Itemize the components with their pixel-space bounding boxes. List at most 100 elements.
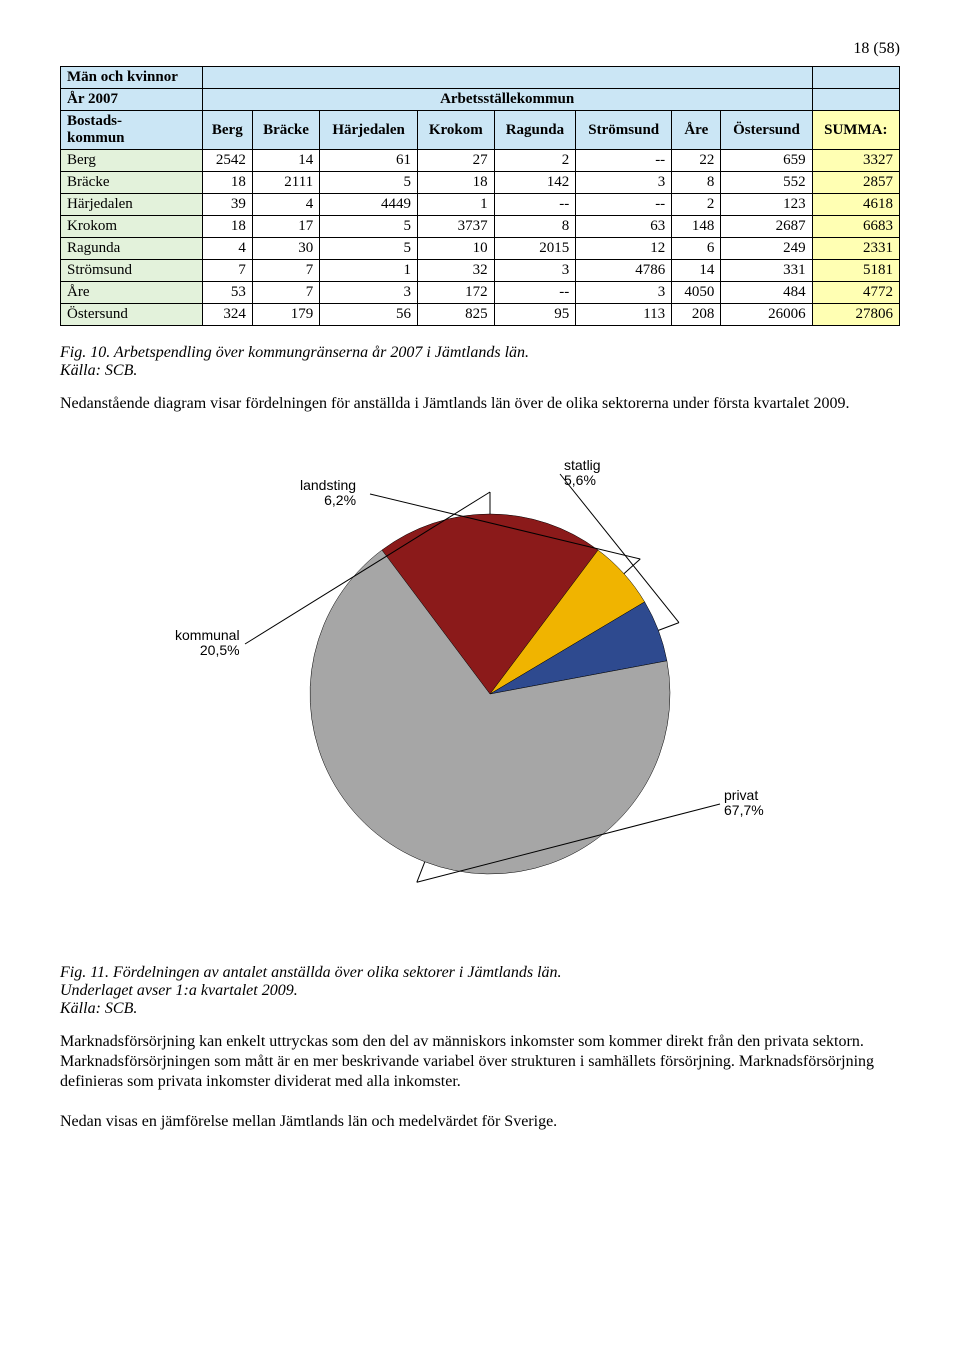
col-summa: SUMMA: <box>812 111 899 150</box>
cell: 22 <box>672 150 721 172</box>
cell: 4 <box>202 238 252 260</box>
cell: 123 <box>721 194 812 216</box>
cell: 1 <box>320 260 418 282</box>
cell: 26006 <box>721 304 812 326</box>
pie-label-landsting: landsting 6,2% <box>300 478 356 509</box>
cell: 18 <box>202 172 252 194</box>
cell: 2 <box>672 194 721 216</box>
cell: 95 <box>494 304 576 326</box>
cell: -- <box>576 150 672 172</box>
cell: -- <box>494 282 576 304</box>
pie-svg <box>160 434 800 934</box>
table-row: Åre5373172--340504844772 <box>61 282 900 304</box>
cell: 4618 <box>812 194 899 216</box>
cell: 39 <box>202 194 252 216</box>
table-row: Berg25421461272--226593327 <box>61 150 900 172</box>
cell: 4050 <box>672 282 721 304</box>
cell: 324 <box>202 304 252 326</box>
cell: 7 <box>252 282 319 304</box>
paragraph-2: Nedan visas en jämförelse mellan Jämtlan… <box>60 1112 900 1132</box>
cell: 2857 <box>812 172 899 194</box>
pie-label-kommunal: kommunal 20,5% <box>175 628 240 659</box>
col-krokom: Krokom <box>418 111 495 150</box>
cell: 32 <box>418 260 495 282</box>
cell: 179 <box>252 304 319 326</box>
cell: 172 <box>418 282 495 304</box>
row-label: Härjedalen <box>61 194 203 216</box>
cell: 5 <box>320 172 418 194</box>
row-label: Strömsund <box>61 260 203 282</box>
cell: 18 <box>418 172 495 194</box>
cell: -- <box>576 194 672 216</box>
cell: 4772 <box>812 282 899 304</box>
cell: 249 <box>721 238 812 260</box>
cell: 4449 <box>320 194 418 216</box>
cell: 7 <box>202 260 252 282</box>
cell: 1 <box>418 194 495 216</box>
cell: 3 <box>494 260 576 282</box>
cell: 8 <box>672 172 721 194</box>
row-label: Ragunda <box>61 238 203 260</box>
col-bostadskommun: Bostads- kommun <box>61 111 203 150</box>
table-row: Krokom18175373786314826876683 <box>61 216 900 238</box>
cell: 2331 <box>812 238 899 260</box>
data-table: Män och kvinnor År 2007 Arbetsställekomm… <box>60 66 900 326</box>
fig11-caption: Fig. 11. Fördelningen av antalet anställ… <box>60 964 900 1018</box>
cell: 63 <box>576 216 672 238</box>
table-blank-hdr <box>202 67 812 89</box>
cell: 2111 <box>252 172 319 194</box>
cell: -- <box>494 194 576 216</box>
table-blank-hdr2 <box>812 67 899 89</box>
cell: 5 <box>320 238 418 260</box>
cell: 18 <box>202 216 252 238</box>
cell: 2542 <box>202 150 252 172</box>
table-row: Strömsund7713234786143315181 <box>61 260 900 282</box>
table-header-row: Bostads- kommun Berg Bräcke Härjedalen K… <box>61 111 900 150</box>
cell: 331 <box>721 260 812 282</box>
cell: 7 <box>252 260 319 282</box>
table-blank-hdr3 <box>812 89 899 111</box>
cell: 208 <box>672 304 721 326</box>
cell: 2687 <box>721 216 812 238</box>
table-col-group: Arbetsställekommun <box>202 89 812 111</box>
col-berg: Berg <box>202 111 252 150</box>
cell: 61 <box>320 150 418 172</box>
cell: 30 <box>252 238 319 260</box>
row-label: Berg <box>61 150 203 172</box>
cell: 53 <box>202 282 252 304</box>
cell: 14 <box>252 150 319 172</box>
cell: 14 <box>672 260 721 282</box>
cell: 2015 <box>494 238 576 260</box>
cell: 6 <box>672 238 721 260</box>
cell: 484 <box>721 282 812 304</box>
pie-label-privat: privat 67,7% <box>724 788 764 819</box>
cell: 17 <box>252 216 319 238</box>
page-number: 18 (58) <box>60 40 900 58</box>
cell: 2 <box>494 150 576 172</box>
table-row: Östersund32417956825951132082600627806 <box>61 304 900 326</box>
table-row: Härjedalen39444491----21234618 <box>61 194 900 216</box>
col-ostersund: Östersund <box>721 111 812 150</box>
table-row: Ragunda43051020151262492331 <box>61 238 900 260</box>
cell: 3737 <box>418 216 495 238</box>
cell: 3 <box>320 282 418 304</box>
col-ragunda: Ragunda <box>494 111 576 150</box>
row-label: Bräcke <box>61 172 203 194</box>
cell: 659 <box>721 150 812 172</box>
table-title-1: Män och kvinnor <box>61 67 203 89</box>
cell: 56 <box>320 304 418 326</box>
table-row: Bräcke182111518142385522857 <box>61 172 900 194</box>
row-label: Östersund <box>61 304 203 326</box>
cell: 4 <box>252 194 319 216</box>
col-are: Åre <box>672 111 721 150</box>
cell: 5181 <box>812 260 899 282</box>
cell: 113 <box>576 304 672 326</box>
cell: 12 <box>576 238 672 260</box>
col-bracke: Bräcke <box>252 111 319 150</box>
cell: 4786 <box>576 260 672 282</box>
cell: 27806 <box>812 304 899 326</box>
cell: 3 <box>576 172 672 194</box>
cell: 552 <box>721 172 812 194</box>
cell: 3 <box>576 282 672 304</box>
cell: 27 <box>418 150 495 172</box>
